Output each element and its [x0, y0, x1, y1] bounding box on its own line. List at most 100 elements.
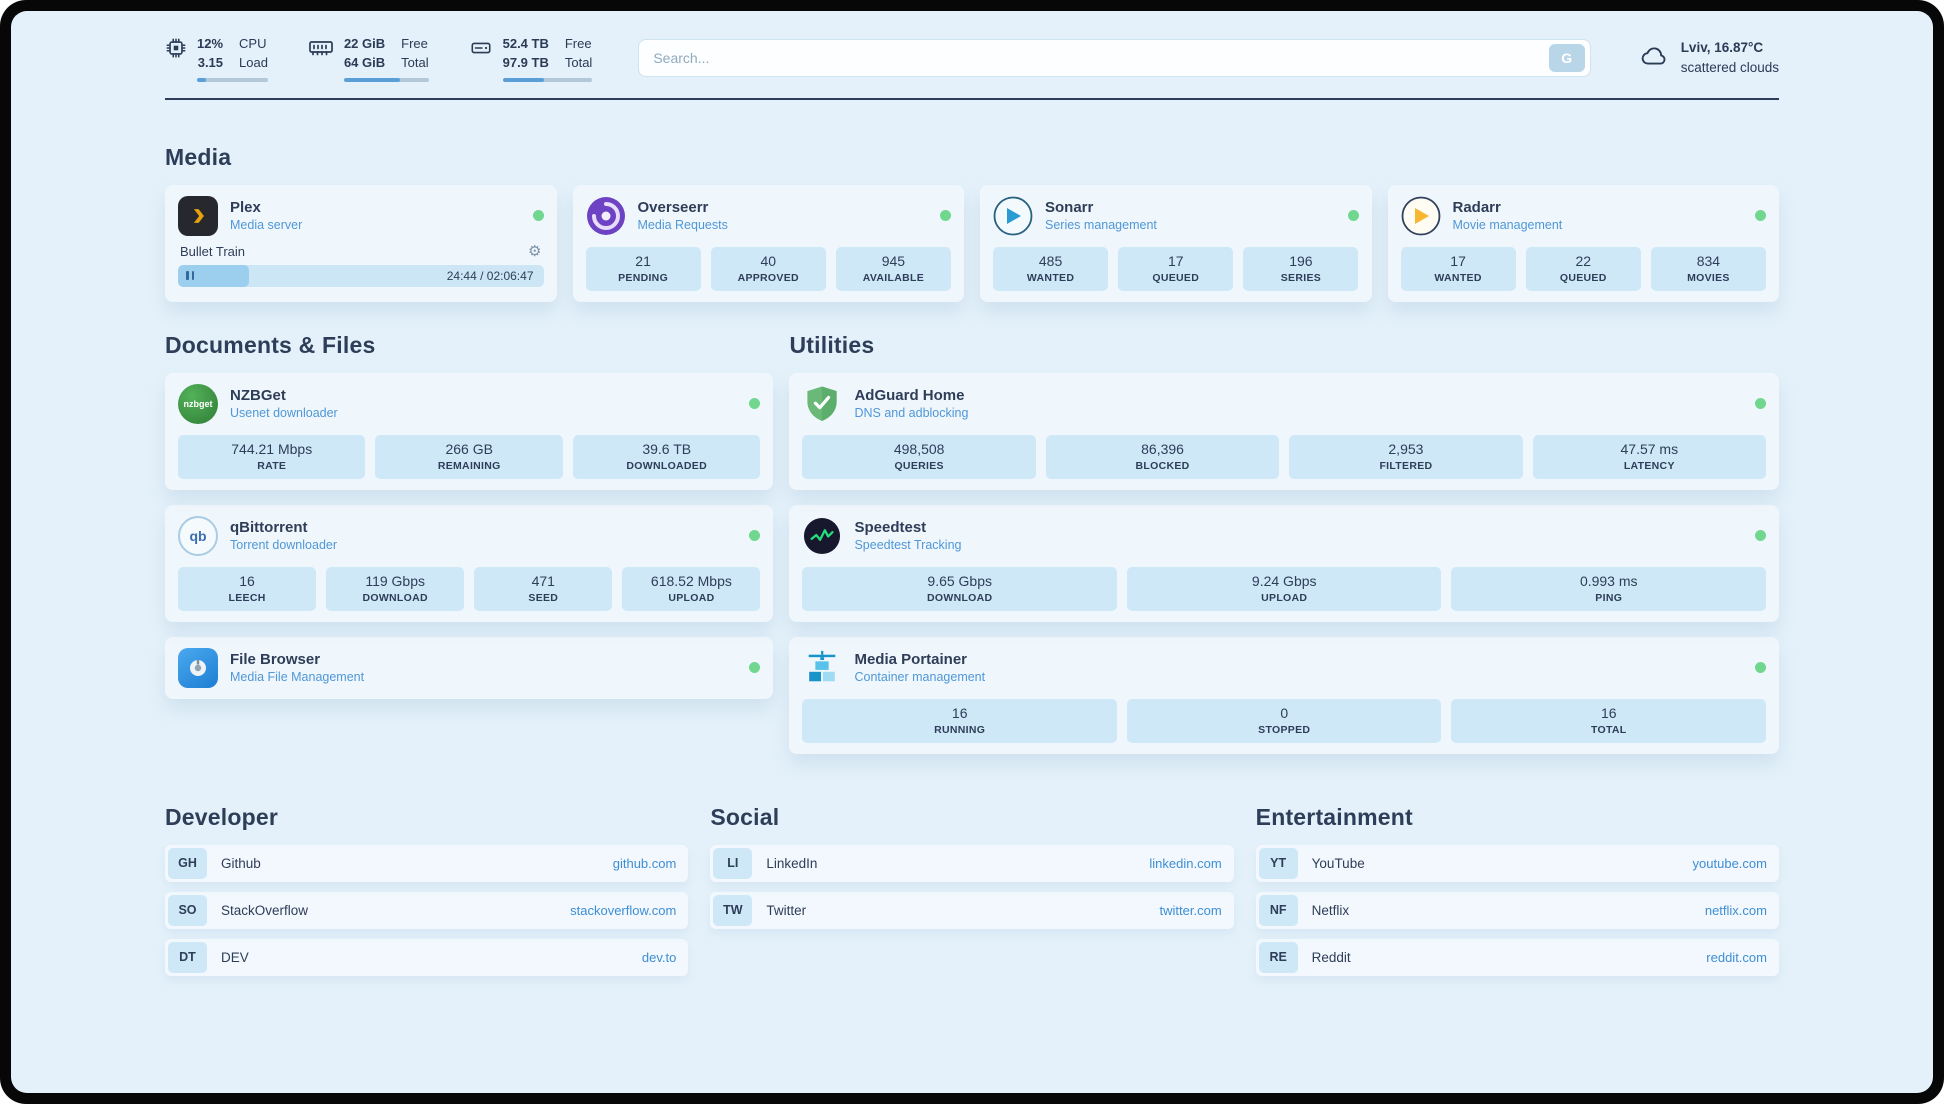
search-engine-button[interactable]: G	[1548, 44, 1585, 73]
bookmark-abbr: SO	[168, 894, 207, 926]
card-filebrowser[interactable]: File Browser Media File Management	[165, 636, 774, 699]
cloud-icon	[1637, 42, 1671, 75]
app-subtitle: Container management	[854, 670, 986, 685]
stat-box: 485 WANTED	[993, 246, 1109, 291]
card-speedtest[interactable]: Speedtest Speedtest Tracking 9.65 Gbps DO…	[789, 504, 1779, 622]
bookmark-link[interactable]: linkedin.com	[1149, 855, 1222, 871]
gear-icon[interactable]: ⚙	[528, 242, 542, 260]
search-bar[interactable]: G	[638, 39, 1591, 78]
stats-row: 9.65 Gbps DOWNLOAD 9.24 Gbps UPLOAD 0.993 ms…	[802, 566, 1766, 611]
stat-box: 196 SERIES	[1243, 246, 1359, 291]
weather-condition: scattered clouds	[1680, 60, 1779, 76]
card-portainer[interactable]: Media Portainer Container management 16 R…	[789, 636, 1779, 754]
stat-box: 834 MOVIES	[1650, 246, 1766, 291]
bookmark-item[interactable]: DT DEV dev.to	[165, 938, 689, 976]
weather-location: Lviv, 16.87°C	[1680, 40, 1764, 56]
stat-box: 9.24 Gbps UPLOAD	[1126, 566, 1442, 611]
disk-total-value: 97.9 TB	[502, 54, 549, 70]
bookmark-name: Github	[221, 855, 261, 871]
stat-value: 618.52 Mbps	[650, 572, 732, 589]
stat-box: 0 STOPPED	[1126, 698, 1442, 743]
bookmark-name: Reddit	[1311, 949, 1351, 965]
stat-label: WANTED	[1026, 271, 1075, 284]
bookmark-name: Netflix	[1311, 902, 1350, 918]
weather-widget[interactable]: Lviv, 16.87°C scattered clouds	[1637, 38, 1779, 79]
stat-value: 40	[760, 252, 777, 269]
card-sonarr[interactable]: Sonarr Series management 485 WANTED 17 QUEU…	[980, 184, 1372, 302]
search-input[interactable]	[639, 40, 1549, 77]
ram-free-value: 22 GiB	[343, 36, 386, 51]
bookmark-item[interactable]: YT YouTube youtube.com	[1255, 844, 1779, 882]
bookmark-item[interactable]: GH Github github.com	[165, 844, 689, 882]
filebrowser-icon	[178, 647, 218, 688]
media-section-title: Media	[165, 143, 232, 170]
card-nzbget[interactable]: nzbget NZBGet Usenet downloader 744.21 M…	[165, 372, 774, 490]
bookmark-item[interactable]: NF Netflix netflix.com	[1255, 891, 1779, 929]
card-radarr[interactable]: Radarr Movie management 17 WANTED 22 QUEUED…	[1387, 184, 1779, 302]
stat-box: 266 GB REMAINING	[375, 434, 563, 479]
stat-value: 21	[635, 252, 651, 269]
bookmark-name: YouTube	[1311, 855, 1365, 871]
social-group-title: Social	[710, 803, 780, 830]
bookmark-group-entertainment: Entertainment YT YouTube youtube.com NF Netf…	[1255, 803, 1779, 976]
card-adguard[interactable]: AdGuard Home DNS and adblocking 498,508 Q…	[789, 372, 1779, 490]
disk-free-value: 52.4 TB	[502, 36, 549, 51]
stat-value: 16	[1600, 704, 1617, 721]
stat-label: MOVIES	[1687, 271, 1730, 284]
bookmark-item[interactable]: TW Twitter twitter.com	[710, 891, 1234, 929]
card-overseerr[interactable]: Overseerr Media Requests 21 PENDING 40 APPR…	[572, 184, 964, 302]
app-subtitle: Media Requests	[637, 218, 728, 233]
bookmark-link[interactable]: twitter.com	[1159, 902, 1222, 918]
bookmark-link[interactable]: youtube.com	[1692, 855, 1767, 871]
ram-icon	[308, 37, 334, 82]
bookmark-abbr: GH	[168, 847, 207, 879]
stat-label: WANTED	[1434, 271, 1482, 284]
bookmark-item[interactable]: SO StackOverflow stackoverflow.com	[165, 891, 689, 929]
stat-box: 9.65 Gbps DOWNLOAD	[802, 566, 1117, 611]
topbar-divider	[165, 97, 1779, 100]
app-title: Radarr	[1452, 199, 1501, 217]
bookmark-abbr: RE	[1258, 941, 1298, 973]
pause-icon[interactable]	[186, 271, 194, 281]
bookmark-name: DEV	[221, 949, 249, 965]
plex-icon	[178, 195, 218, 236]
documents-section-title: Documents & Files	[165, 331, 376, 358]
speedtest-icon	[802, 516, 842, 556]
bookmark-link[interactable]: reddit.com	[1706, 949, 1767, 965]
sonarr-icon	[993, 196, 1033, 236]
cpu-usage-value: 12%	[197, 36, 224, 51]
bookmark-link[interactable]: netflix.com	[1704, 902, 1767, 918]
documents-column: Documents & Files nzbget NZBGet Usenet d…	[165, 331, 774, 754]
stat-label: FILTERED	[1379, 459, 1433, 472]
stat-label: DOWNLOADED	[626, 459, 707, 472]
bookmark-abbr: TW	[713, 894, 753, 926]
card-plex[interactable]: Plex Media server Bullet Train ⚙ 24:44	[165, 184, 557, 302]
stat-box: 16 RUNNING	[802, 698, 1117, 743]
stat-label: BLOCKED	[1135, 459, 1190, 472]
stat-label: DOWNLOAD	[927, 591, 993, 604]
stats-row: 21 PENDING 40 APPROVED 945 AVAILABLE	[585, 246, 952, 291]
media-section: Media Plex Media server Bullet Train	[165, 144, 1779, 302]
app-subtitle: Usenet downloader	[230, 406, 338, 421]
stat-box: 39.6 TB DOWNLOADED	[572, 434, 761, 479]
plex-now-playing: Bullet Train ⚙ 24:44 / 02:06:47	[178, 244, 544, 287]
stat-label: LEECH	[228, 591, 266, 604]
stat-label: REMAINING	[437, 459, 501, 472]
stat-label: QUERIES	[894, 459, 944, 472]
bookmark-item[interactable]: LI LinkedIn linkedin.com	[710, 844, 1234, 882]
playback-progress-bar[interactable]: 24:44 / 02:06:47	[178, 264, 544, 287]
bookmark-link[interactable]: github.com	[612, 855, 677, 871]
bookmark-item[interactable]: RE Reddit reddit.com	[1255, 938, 1779, 976]
playback-time: 24:44 / 02:06:47	[446, 268, 534, 283]
stat-label: UPLOAD	[668, 591, 715, 604]
stat-value: 17	[1450, 252, 1466, 269]
stat-value: 17	[1167, 252, 1184, 269]
bookmark-link[interactable]: dev.to	[641, 949, 677, 965]
bookmark-link[interactable]: stackoverflow.com	[570, 902, 677, 918]
card-qbittorrent[interactable]: qb qBittorrent Torrent downloader 16 LEEC…	[165, 504, 774, 622]
app-subtitle: Media File Management	[230, 670, 365, 685]
app-title: qBittorrent	[230, 519, 308, 537]
entertainment-group-title: Entertainment	[1255, 803, 1413, 830]
bookmark-abbr: DT	[168, 941, 207, 973]
disk-usage-bar	[502, 77, 593, 82]
